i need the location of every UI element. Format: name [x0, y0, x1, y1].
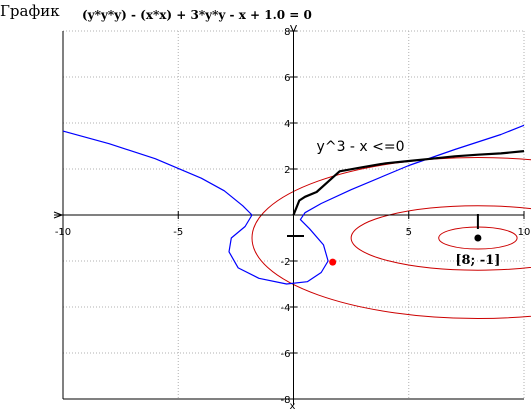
annotation-label: y^3 - x <=0 [317, 139, 405, 155]
y-tick-label: -4 [281, 303, 291, 314]
y-tick-label: -8 [281, 395, 291, 406]
x-tick-label: -10 [55, 227, 71, 238]
contour-ellipse [350, 205, 531, 271]
series-layer [62, 124, 525, 285]
y-tick-label: -2 [281, 257, 291, 268]
y-tick-label: 2 [284, 165, 290, 176]
contour-ellipse [251, 157, 531, 319]
x-tick-label: -5 [173, 227, 183, 238]
series-line-0 [62, 124, 525, 285]
point-label: [8; -1] [455, 253, 500, 268]
axes [53, 24, 525, 405]
y-tick-label: 4 [284, 119, 290, 130]
page-title: График [0, 2, 60, 20]
x-tick-label: 5 [406, 227, 412, 238]
equation-field[interactable]: (y*y*y) - (x*x) + 3*y*y - x + 1.0 = 0 [78, 5, 363, 25]
y-tick-label: 8 [284, 27, 290, 38]
point-marker [329, 258, 337, 266]
y-tick-label: 6 [284, 73, 290, 84]
marked-points: [8; -1] [329, 214, 500, 268]
y-axis-arrow [290, 24, 297, 34]
x-tick-label: 10 [518, 227, 531, 238]
tick-labels: -10 -5 5 10 -8 -6 -4 -2 2 4 6 8 [55, 27, 531, 406]
x-axis-arrow [53, 211, 64, 219]
series-line-1 [292, 150, 525, 216]
point-marker [474, 234, 482, 242]
x-axis-label: x [290, 401, 296, 410]
y-tick-label: -6 [281, 349, 291, 360]
